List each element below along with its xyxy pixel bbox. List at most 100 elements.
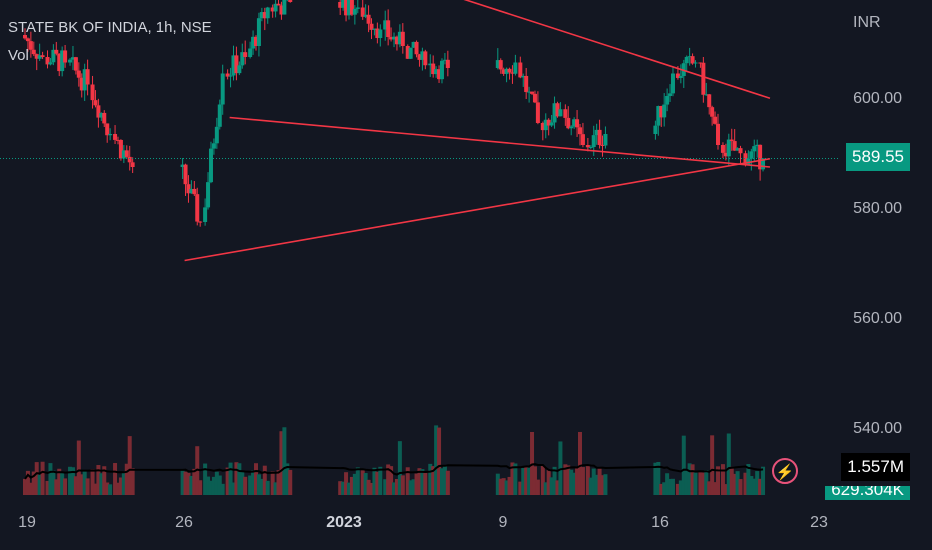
volume-bar xyxy=(423,472,428,495)
candle-body xyxy=(48,62,53,65)
volume-bar xyxy=(693,472,698,495)
candle-body xyxy=(707,94,712,108)
volume-bar xyxy=(217,475,222,495)
candle-body xyxy=(530,91,535,94)
candle-body xyxy=(73,57,78,71)
volume-bar xyxy=(566,465,571,495)
candle-body xyxy=(60,50,65,72)
candle-body xyxy=(400,31,405,46)
volume-bar xyxy=(23,478,27,495)
x-tick-label: 23 xyxy=(810,514,828,531)
candle-body xyxy=(423,51,428,66)
candle-body xyxy=(70,57,75,60)
volume-bar xyxy=(265,480,270,495)
volume-bar xyxy=(572,472,577,495)
volume-bar xyxy=(716,466,721,495)
volume-bar xyxy=(758,478,763,495)
candle-body xyxy=(566,117,571,129)
candle-body xyxy=(594,129,599,136)
volume-bar xyxy=(530,431,535,495)
volume-bar xyxy=(206,476,211,495)
volume-bar xyxy=(437,427,442,495)
candle-body xyxy=(498,60,503,70)
candle-body xyxy=(572,119,577,127)
volume-bar xyxy=(552,466,557,495)
candle-body xyxy=(710,107,715,117)
volume-bar xyxy=(383,479,388,495)
volume-bar xyxy=(752,478,757,495)
candle-body xyxy=(240,52,245,66)
volume-bar xyxy=(85,478,90,495)
candle-body xyxy=(513,62,518,74)
volume-bar xyxy=(276,470,281,495)
candle-body xyxy=(254,36,259,47)
candle-body xyxy=(51,49,56,63)
candle-body xyxy=(417,54,422,60)
volume-bar xyxy=(746,464,751,495)
volume-bar xyxy=(495,473,500,495)
volume-bar xyxy=(704,469,709,495)
x-tick-label: 9 xyxy=(498,514,508,531)
volume-bar xyxy=(678,480,683,495)
volume-bar xyxy=(501,478,506,495)
candle-body xyxy=(653,125,658,134)
x-tick-label: 2023 xyxy=(326,514,362,531)
volume-bar xyxy=(659,483,664,495)
volume-bar xyxy=(749,476,754,495)
volume-bar xyxy=(203,463,208,495)
volume-bar xyxy=(723,484,728,495)
candle-body xyxy=(738,148,743,154)
volume-bar xyxy=(594,474,599,495)
candle-body xyxy=(288,0,293,2)
candle-body xyxy=(251,36,256,49)
candle-body xyxy=(79,77,84,91)
volume-bar xyxy=(234,462,239,495)
volume-bar xyxy=(259,478,264,495)
candle-body xyxy=(743,153,748,165)
volume-bar xyxy=(366,479,371,495)
candle-body xyxy=(344,0,349,16)
volume-bar xyxy=(115,482,120,495)
candle-body xyxy=(501,69,506,74)
candle-body xyxy=(600,144,605,146)
volume-bar xyxy=(54,479,59,495)
volume-bar xyxy=(431,466,436,495)
candle-body xyxy=(121,150,126,159)
volume-bar xyxy=(248,475,253,495)
volume-bar xyxy=(34,462,39,495)
volume-bar xyxy=(282,427,287,495)
volume-bar xyxy=(720,464,725,495)
volume-bar xyxy=(60,473,65,495)
y-tick-label: 580.00 xyxy=(853,200,902,217)
candle-body xyxy=(394,36,399,45)
candle-body xyxy=(28,41,33,50)
trendline xyxy=(184,157,771,262)
candle-body xyxy=(437,69,442,80)
volume-bar xyxy=(220,483,225,495)
volume-indicator-label[interactable]: Vol xyxy=(8,47,29,64)
volume-bar xyxy=(344,472,349,495)
volume-bar xyxy=(662,482,667,495)
volume-bar xyxy=(73,476,78,495)
volume-bar xyxy=(121,472,126,495)
volume-bar xyxy=(211,476,216,495)
candle-body xyxy=(591,135,596,148)
candle-body xyxy=(656,106,661,126)
volume-bar xyxy=(108,484,113,495)
candle-body xyxy=(124,150,129,157)
volume-bar xyxy=(761,466,766,495)
lightning-icon[interactable]: ⚡ xyxy=(772,458,798,484)
volume-bar xyxy=(405,467,410,495)
volume-bar xyxy=(57,468,62,495)
candle-body xyxy=(225,73,230,77)
symbol-title[interactable]: STATE BK OF INDIA, 1h, NSE xyxy=(8,19,212,36)
volume-bar xyxy=(575,468,580,495)
candle-body xyxy=(684,56,689,64)
volume-bar xyxy=(540,465,545,495)
candle-body xyxy=(228,75,233,77)
volume-bar xyxy=(729,466,734,495)
candle-body xyxy=(214,126,219,144)
volume-bar xyxy=(180,469,185,495)
volume-bar xyxy=(45,480,50,495)
